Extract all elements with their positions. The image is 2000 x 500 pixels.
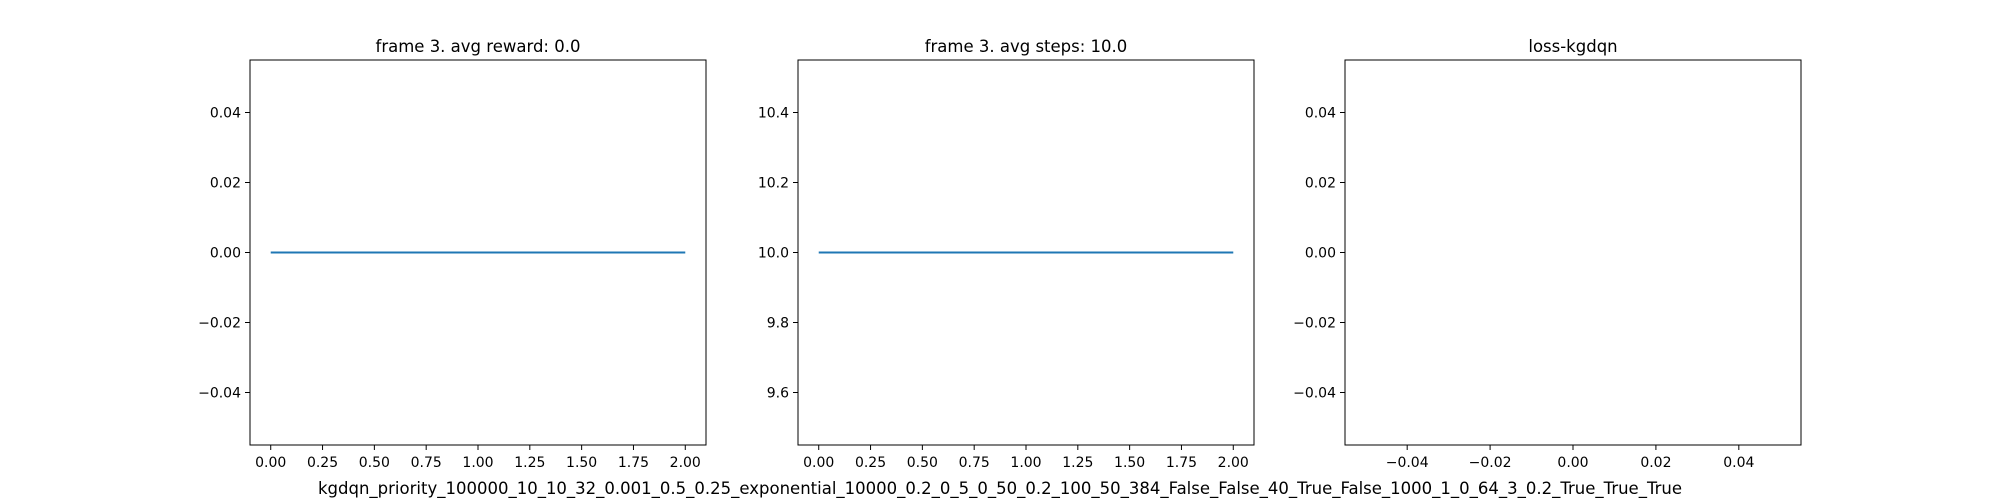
subplot-1-x-tick-label: 0.75	[411, 455, 442, 471]
subplot-2-x-tick-label: 1.50	[1114, 455, 1145, 471]
subplot-2-x-tick-label: 1.25	[1062, 455, 1093, 471]
figure-suptitle: kgdqn_priority_100000_10_10_32_0.001_0.5…	[318, 479, 1682, 499]
subplot-3-title: loss-kgdqn	[1528, 37, 1617, 56]
subplot-2-title: frame 3. avg steps: 10.0	[925, 37, 1128, 56]
subplot-2-x-tick-label: 0.00	[803, 455, 834, 471]
subplot-1-title: frame 3. avg reward: 0.0	[376, 37, 581, 56]
subplot-1-x-tick-label: 0.00	[255, 455, 286, 471]
subplot-3-x-tick-label: −0.02	[1469, 455, 1512, 471]
subplot-3-y-tick-label: −0.02	[1293, 316, 1336, 332]
subplot-1-y-tick-label: −0.04	[198, 386, 241, 402]
subplot-3-y-tick-label: 0.00	[1305, 246, 1336, 262]
subplot-2-x-tick-label: 0.50	[907, 455, 938, 471]
subplot-2-x-tick-label: 0.75	[959, 455, 990, 471]
subplot-1-x-tick-label: 2.00	[670, 455, 701, 471]
subplot-1-x-tick-label: 0.50	[359, 455, 390, 471]
subplot-1-x-tick-label: 1.50	[566, 455, 597, 471]
subplot-1-y-tick-label: −0.02	[198, 316, 241, 332]
subplot-2-x-tick-label: 1.75	[1166, 455, 1197, 471]
subplot-2-y-tick-label: 10.0	[758, 246, 789, 262]
subplot-1-x-tick-label: 1.00	[462, 455, 493, 471]
subplot-panels: frame 3. avg reward: 0.0 0.00 0.25 0.50 0.75…	[198, 37, 1802, 471]
subplot-2-y-tick-label: 10.4	[758, 106, 789, 122]
subplot-3-y-tick-label: 0.02	[1305, 176, 1336, 192]
subplot-1-y-tick-label: 0.04	[210, 106, 241, 122]
subplot-1-y-tick-label: 0.02	[210, 176, 241, 192]
subplot-3-y-tick-label: 0.04	[1305, 106, 1336, 122]
subplot-1-x-tick-label: 1.75	[618, 455, 649, 471]
subplot-2: frame 3. avg steps: 10.0 0.00 0.25 0.50 0.75…	[758, 37, 1255, 471]
subplot-3-x-tick-label: 0.00	[1557, 455, 1588, 471]
subplot-2-y-tick-label: 9.6	[767, 386, 789, 402]
subplot-3-y-tick-label: −0.04	[1293, 386, 1336, 402]
subplot-3-x-tick-label: −0.04	[1386, 455, 1429, 471]
subplot-1-x-tick-label: 1.25	[514, 455, 545, 471]
subplot-3-x-tick-label: 0.04	[1723, 455, 1754, 471]
subplot-1-y-tick-label: 0.00	[210, 246, 241, 262]
subplot-2-y-tick-label: 9.8	[767, 316, 789, 332]
subplot-3: loss-kgdqn −0.04 −0.02 0.00 0.02 0.04 −0.04 −0.…	[1293, 37, 1802, 471]
subplot-1: frame 3. avg reward: 0.0 0.00 0.25 0.50 0.75…	[198, 37, 707, 471]
subplot-2-y-tick-label: 10.2	[758, 176, 789, 192]
subplot-2-x-tick-label: 1.00	[1010, 455, 1041, 471]
subplot-1-x-tick-label: 0.25	[307, 455, 338, 471]
subplot-2-x-tick-label: 2.00	[1218, 455, 1249, 471]
subplot-2-x-tick-label: 0.25	[855, 455, 886, 471]
subplot-3-x-tick-label: 0.02	[1640, 455, 1671, 471]
